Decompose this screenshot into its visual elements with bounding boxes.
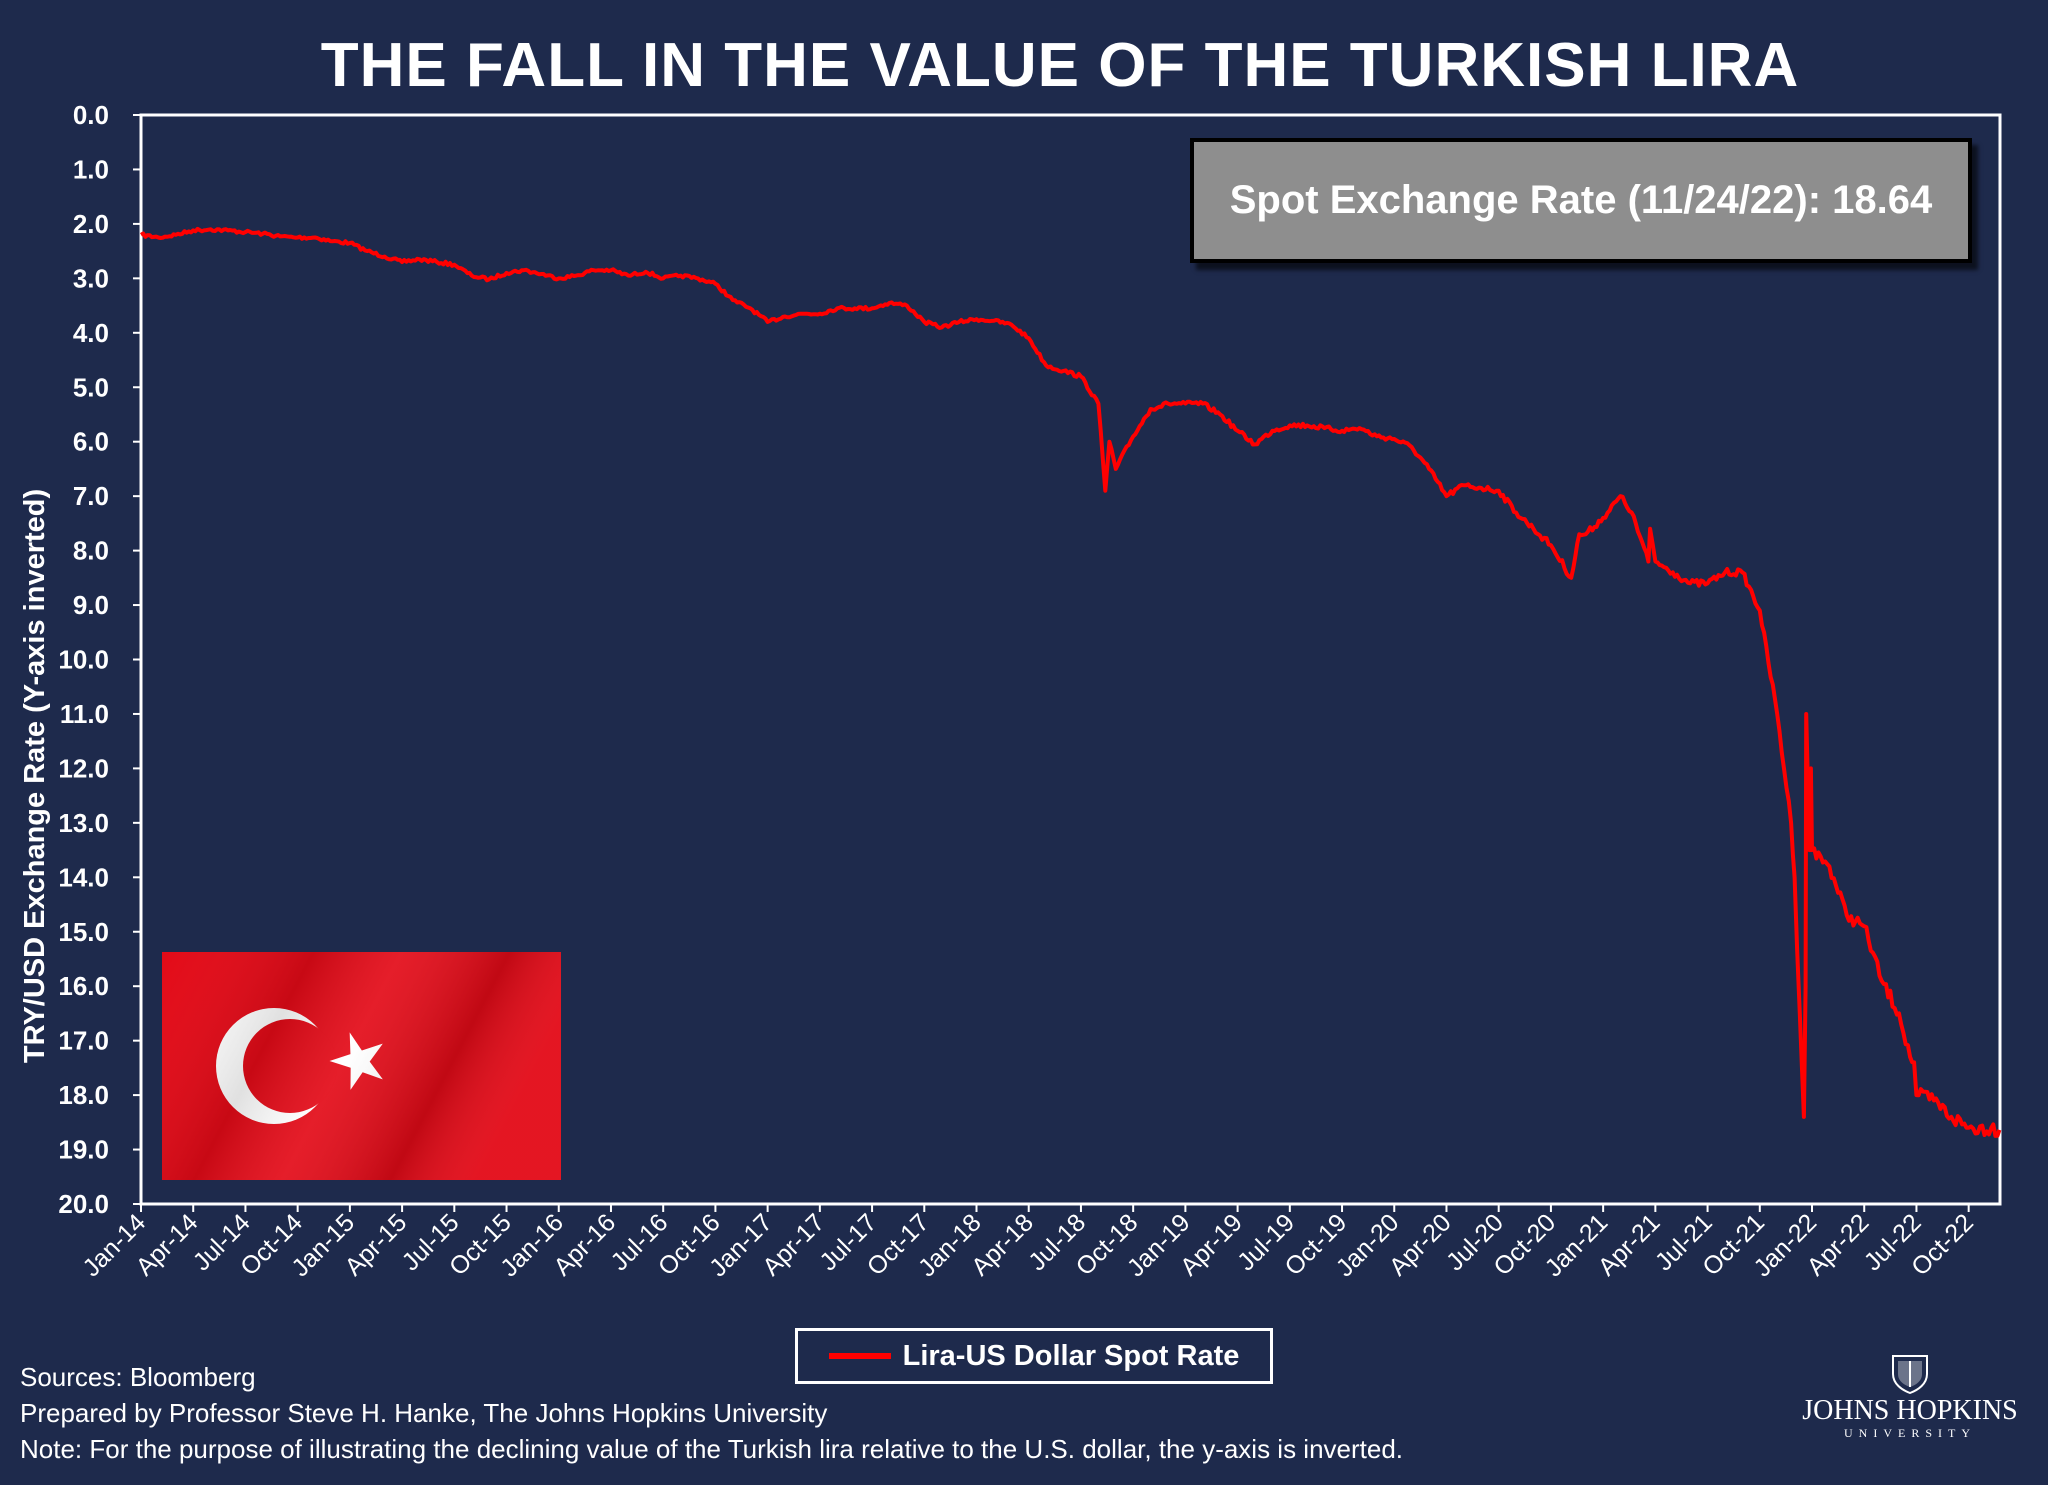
y-tick-label: 11.0 [60,699,109,729]
y-tick-label: 19.0 [58,1135,109,1165]
y-tick-label: 17.0 [58,1026,109,1056]
legend-label: Lira-US Dollar Spot Rate [902,1339,1240,1372]
x-axis-ticks: Jan-14Apr-14Jul-14Oct-14Jan-15Apr-15Jul-… [77,1204,1979,1282]
y-tick-label: 18.0 [58,1080,109,1110]
y-tick-label: 9.0 [73,590,109,620]
flag-shading [162,952,561,1180]
chart-legend: Lira-US Dollar Spot Rate [795,1328,1273,1384]
y-tick-label: 7.0 [73,481,109,511]
jhu-shield-icon [1892,1355,1928,1394]
y-tick-label: 1.0 [73,154,109,184]
plot-area-border [139,113,2002,1206]
y-tick-label: 0.0 [73,100,109,130]
prepared-by-note: Prepared by Professor Steve H. Hanke, Th… [20,1398,828,1428]
y-tick-label: 2.0 [73,209,109,239]
axis-inverted-note: Note: For the purpose of illustrating th… [20,1434,1404,1464]
legend-swatch [828,1353,891,1359]
y-tick-label: 8.0 [73,536,109,566]
y-tick-label: 4.0 [73,318,109,348]
sources-note: Sources: Bloomberg [20,1362,256,1392]
y-axis-ticks: 0.0 1.0 2.0 3.0 4.0 5.0 6.0 7.0 8.0 9.0 10.0 11.0 12… [58,100,141,1219]
y-tick-label: 16.0 [58,971,109,1001]
y-tick-label: 14.0 [58,862,109,892]
y-tick-label: 3.0 [73,263,109,293]
chart-title: THE FALL IN THE VALUE OF THE TURKISH LIR… [320,31,1800,100]
y-tick-label: 6.0 [73,427,109,457]
turkey-flag-icon [162,952,561,1180]
spot-rate-callout: Spot Exchange Rate (11/24/22): 18.64 [1190,138,1972,263]
jhu-name: JOHNS HOPKINS [1802,1395,2018,1426]
series-line-lira-us-dollar [139,226,2002,1138]
y-tick-label: 20.0 [58,1189,109,1219]
y-axis-title-group: TRY/USD Exchange Rate (Y-axis inverted) [19,489,51,1063]
y-axis-title: TRY/USD Exchange Rate (Y-axis inverted) [19,489,51,1063]
y-tick-label: 15.0 [58,917,109,947]
y-tick-label: 12.0 [58,753,109,783]
y-tick-label: 5.0 [73,372,109,402]
jhu-logo: JOHNS HOPKINS UNIVERSITY [1790,1352,2030,1452]
y-tick-label: 13.0 [58,808,109,838]
y-tick-label: 10.0 [58,645,109,675]
jhu-subtitle: UNIVERSITY [1844,1426,1976,1440]
